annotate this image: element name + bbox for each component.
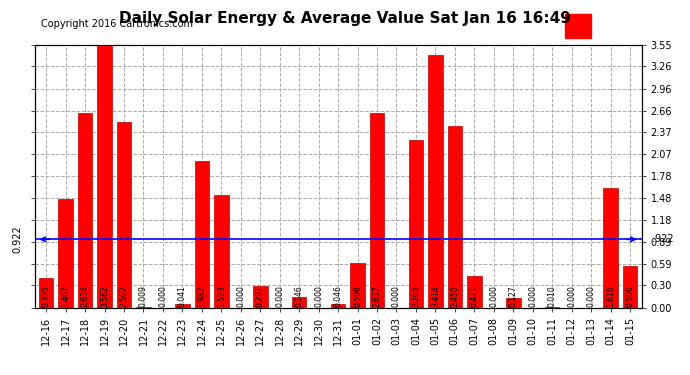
Bar xyxy=(370,112,384,308)
Bar xyxy=(253,286,268,308)
Text: 0.598: 0.598 xyxy=(353,285,362,307)
Text: 0.000: 0.000 xyxy=(489,285,498,307)
Bar xyxy=(39,278,54,308)
Text: Daily   ($): Daily ($) xyxy=(595,22,640,31)
Bar xyxy=(195,161,209,308)
Bar xyxy=(59,199,73,308)
Text: 0.000: 0.000 xyxy=(159,285,168,307)
Text: 1.467: 1.467 xyxy=(61,285,70,307)
Text: 0.000: 0.000 xyxy=(392,285,401,307)
Text: 0.009: 0.009 xyxy=(139,285,148,307)
Text: 0.010: 0.010 xyxy=(548,285,557,307)
Text: .922: .922 xyxy=(652,234,673,244)
Bar xyxy=(448,126,462,308)
Bar xyxy=(351,263,365,308)
Bar xyxy=(506,298,520,307)
Bar xyxy=(214,195,228,308)
Bar xyxy=(175,304,190,307)
Text: 0.000: 0.000 xyxy=(567,285,576,307)
Text: 2.265: 2.265 xyxy=(411,285,420,307)
Text: 0.146: 0.146 xyxy=(295,285,304,307)
Text: 1.982: 1.982 xyxy=(197,285,206,307)
Text: Daily Solar Energy & Average Value Sat Jan 16 16:49: Daily Solar Energy & Average Value Sat J… xyxy=(119,11,571,26)
Text: 0.041: 0.041 xyxy=(178,285,187,307)
Bar xyxy=(603,188,618,308)
Text: 0.000: 0.000 xyxy=(529,285,538,307)
Text: 1.523: 1.523 xyxy=(217,285,226,307)
Text: 0.127: 0.127 xyxy=(509,285,518,307)
Text: Copyright 2016 Cartronics.com: Copyright 2016 Cartronics.com xyxy=(41,19,193,29)
Text: 2.502: 2.502 xyxy=(119,285,128,307)
Bar xyxy=(623,266,638,308)
Bar xyxy=(467,276,482,308)
Text: 3.562: 3.562 xyxy=(100,285,109,307)
Bar xyxy=(78,113,92,308)
Text: 2.634: 2.634 xyxy=(81,285,90,307)
Text: 0.922: 0.922 xyxy=(12,225,22,253)
Text: 0.000: 0.000 xyxy=(275,285,284,307)
Bar xyxy=(428,55,443,308)
Text: 0.566: 0.566 xyxy=(626,285,635,307)
Bar xyxy=(545,307,560,308)
Text: 0.000: 0.000 xyxy=(314,285,323,307)
Bar xyxy=(292,297,306,307)
Bar xyxy=(97,44,112,308)
Text: 0.000: 0.000 xyxy=(236,285,245,307)
Text: 0.291: 0.291 xyxy=(256,285,265,307)
Text: 2.637: 2.637 xyxy=(373,285,382,307)
Text: 2.450: 2.450 xyxy=(451,285,460,307)
Bar xyxy=(331,304,346,307)
Bar xyxy=(564,14,591,38)
Text: Average  ($): Average ($) xyxy=(439,22,495,31)
Text: 0.421: 0.421 xyxy=(470,285,479,307)
Bar xyxy=(117,123,131,308)
Text: 3.414: 3.414 xyxy=(431,285,440,307)
Text: 1.616: 1.616 xyxy=(606,285,615,307)
Text: 0.000: 0.000 xyxy=(586,285,595,307)
Bar xyxy=(408,140,423,308)
Text: 0.046: 0.046 xyxy=(333,285,343,307)
Bar xyxy=(136,307,151,308)
Text: 0.395: 0.395 xyxy=(41,285,50,307)
